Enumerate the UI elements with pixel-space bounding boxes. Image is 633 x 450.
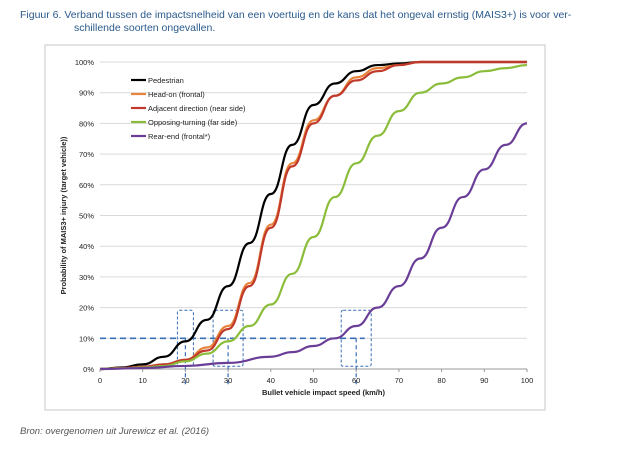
series-line [99,60,527,371]
legend-label: Opposing-turning (far side) [148,118,238,127]
legend-label: Pedestrian [148,76,184,85]
y-tick-label: 50% [79,212,94,221]
x-tick-label: 0 [98,376,102,385]
y-tick-label: 40% [79,242,94,251]
x-tick-label: 80 [437,376,445,385]
x-tick-label: 100 [521,376,534,385]
y-tick-label: 0% [83,365,94,374]
series-line [99,63,528,371]
x-tick-label: 70 [395,376,403,385]
series-lines [99,60,528,371]
y-axis-label: Probability of MAIS3+ injury (target veh… [59,136,68,294]
x-tick-label: 90 [480,376,488,385]
x-tick-label: 50 [309,376,317,385]
legend-label: Head-on (frontal) [148,90,205,99]
series-line [99,122,528,371]
x-tick-label: 40 [267,376,275,385]
legend-label: Adjacent direction (near side) [148,104,246,113]
chart-frame [44,44,546,411]
x-tick-label: 20 [181,376,189,385]
y-tick-label: 90% [79,89,94,98]
y-tick-label: 10% [79,334,94,343]
x-tick-label: 60 [352,376,360,385]
x-axis-label: Bullet vehicle impact speed (km/h) [262,388,385,397]
y-tick-label: 80% [79,119,94,128]
legend: Pedestrian Head-on (frontal) Adjacent dire… [131,76,246,141]
caption-line-2: schillende soorten ongevallen. [74,22,216,34]
x-tick-label: 10 [139,376,147,385]
y-tick-label: 20% [79,304,94,313]
axes: 0% 10% 20% 30% 40% 50% 60% 70% 80% 90% 100% 0 10 20 30… [59,58,533,397]
reference-annotations [100,309,372,387]
highlight-box-60 [340,309,372,367]
y-tick-label: 30% [79,273,94,282]
source-note: Bron: overgenomen uit Jurewicz et al. (2… [20,426,210,437]
legend-label: Rear-end (frontal*) [148,132,211,141]
y-tick-label: 60% [79,181,94,190]
y-tick-label: 100% [75,58,95,67]
x-tick-label: 30 [224,376,232,385]
y-tick-label: 70% [79,150,94,159]
caption-line-1: Figuur 6. Verband tussen de impactsnelhe… [20,9,572,21]
highlight-box-30 [212,309,244,367]
figure-caption: Figuur 6. Verband tussen de impactsnelhe… [20,9,620,35]
